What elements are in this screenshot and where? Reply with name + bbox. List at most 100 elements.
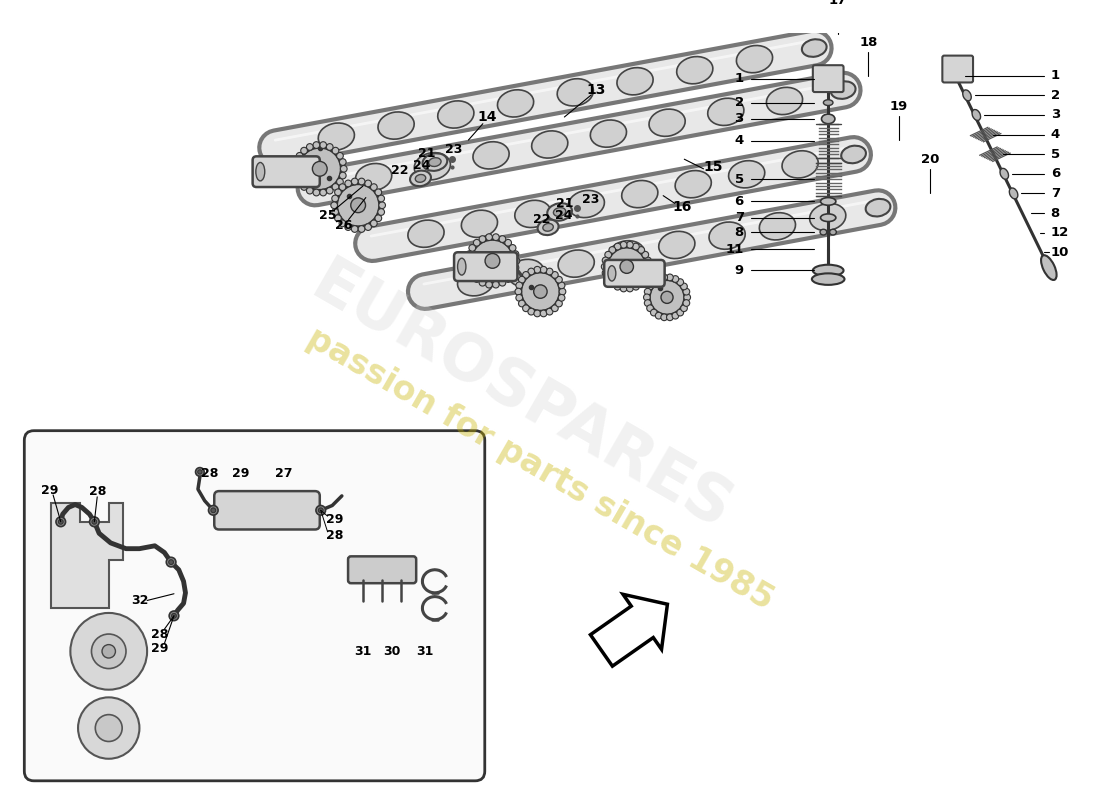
Circle shape xyxy=(684,294,691,301)
FancyBboxPatch shape xyxy=(348,556,416,583)
Circle shape xyxy=(534,310,540,317)
Circle shape xyxy=(486,234,493,241)
Ellipse shape xyxy=(972,110,980,121)
Circle shape xyxy=(602,257,609,264)
Ellipse shape xyxy=(515,200,551,227)
Circle shape xyxy=(522,305,529,312)
Circle shape xyxy=(602,270,609,276)
Text: 23: 23 xyxy=(582,193,600,206)
Text: 7: 7 xyxy=(1050,187,1060,200)
Circle shape xyxy=(551,305,558,312)
Text: 31: 31 xyxy=(417,645,434,658)
Circle shape xyxy=(672,312,679,319)
Circle shape xyxy=(513,264,519,271)
Ellipse shape xyxy=(728,161,764,188)
Circle shape xyxy=(340,172,346,179)
Circle shape xyxy=(499,236,506,242)
Text: 6: 6 xyxy=(1050,167,1060,180)
Ellipse shape xyxy=(812,274,845,285)
Circle shape xyxy=(318,508,323,513)
Text: 20: 20 xyxy=(921,154,939,166)
Text: 9: 9 xyxy=(735,264,744,277)
Ellipse shape xyxy=(824,100,833,106)
Circle shape xyxy=(377,209,385,215)
Text: 8: 8 xyxy=(1050,206,1060,219)
Circle shape xyxy=(559,288,565,295)
Circle shape xyxy=(331,202,338,209)
Circle shape xyxy=(339,184,345,190)
Circle shape xyxy=(644,294,650,301)
Ellipse shape xyxy=(438,101,474,128)
Circle shape xyxy=(378,202,385,209)
Circle shape xyxy=(469,245,475,251)
Circle shape xyxy=(650,278,657,286)
Circle shape xyxy=(102,645,116,658)
Circle shape xyxy=(638,280,645,286)
Circle shape xyxy=(647,283,653,290)
Circle shape xyxy=(314,142,320,149)
Text: 3: 3 xyxy=(735,113,744,126)
Circle shape xyxy=(351,178,359,185)
Circle shape xyxy=(556,300,562,307)
Ellipse shape xyxy=(538,219,559,235)
FancyBboxPatch shape xyxy=(24,430,485,781)
Text: 32: 32 xyxy=(131,594,149,607)
Circle shape xyxy=(332,147,339,154)
Text: 19: 19 xyxy=(890,100,909,113)
Circle shape xyxy=(516,282,522,289)
Ellipse shape xyxy=(461,210,497,238)
Circle shape xyxy=(296,153,303,159)
Circle shape xyxy=(516,294,522,301)
Circle shape xyxy=(300,147,307,154)
Circle shape xyxy=(312,162,327,176)
Circle shape xyxy=(70,613,147,690)
Circle shape xyxy=(209,506,218,515)
Circle shape xyxy=(620,260,634,274)
Circle shape xyxy=(522,271,529,278)
Text: 4: 4 xyxy=(1050,128,1060,141)
Ellipse shape xyxy=(558,250,594,278)
Circle shape xyxy=(650,310,657,316)
Text: 28: 28 xyxy=(151,627,168,641)
Ellipse shape xyxy=(531,131,568,158)
Circle shape xyxy=(627,285,634,292)
Ellipse shape xyxy=(842,146,866,163)
Circle shape xyxy=(672,276,679,282)
Ellipse shape xyxy=(621,181,658,208)
Polygon shape xyxy=(591,594,668,666)
Text: 4: 4 xyxy=(735,134,744,147)
Circle shape xyxy=(327,187,333,194)
Circle shape xyxy=(294,172,300,179)
Text: 26: 26 xyxy=(336,219,352,232)
Circle shape xyxy=(334,189,341,196)
Circle shape xyxy=(645,300,651,306)
Circle shape xyxy=(620,285,627,292)
Ellipse shape xyxy=(355,163,392,190)
Circle shape xyxy=(632,243,639,250)
Ellipse shape xyxy=(810,203,846,230)
Circle shape xyxy=(473,239,480,246)
Text: 5: 5 xyxy=(735,173,744,186)
Circle shape xyxy=(471,240,514,282)
Text: 2: 2 xyxy=(735,96,744,109)
Circle shape xyxy=(344,224,352,230)
FancyBboxPatch shape xyxy=(604,260,664,286)
Circle shape xyxy=(515,288,521,295)
Ellipse shape xyxy=(1000,168,1009,179)
Ellipse shape xyxy=(553,207,565,216)
Ellipse shape xyxy=(1010,188,1018,199)
Ellipse shape xyxy=(821,198,836,206)
Circle shape xyxy=(661,291,673,303)
Circle shape xyxy=(499,279,506,286)
Circle shape xyxy=(351,226,359,232)
Text: 12: 12 xyxy=(1050,226,1069,239)
Text: 14: 14 xyxy=(477,110,497,124)
Ellipse shape xyxy=(429,158,441,166)
Circle shape xyxy=(334,215,341,222)
Ellipse shape xyxy=(458,258,466,275)
Text: 10: 10 xyxy=(1050,246,1069,258)
Circle shape xyxy=(172,614,176,618)
Circle shape xyxy=(486,282,493,288)
Text: 13: 13 xyxy=(586,83,606,97)
Ellipse shape xyxy=(408,220,444,247)
